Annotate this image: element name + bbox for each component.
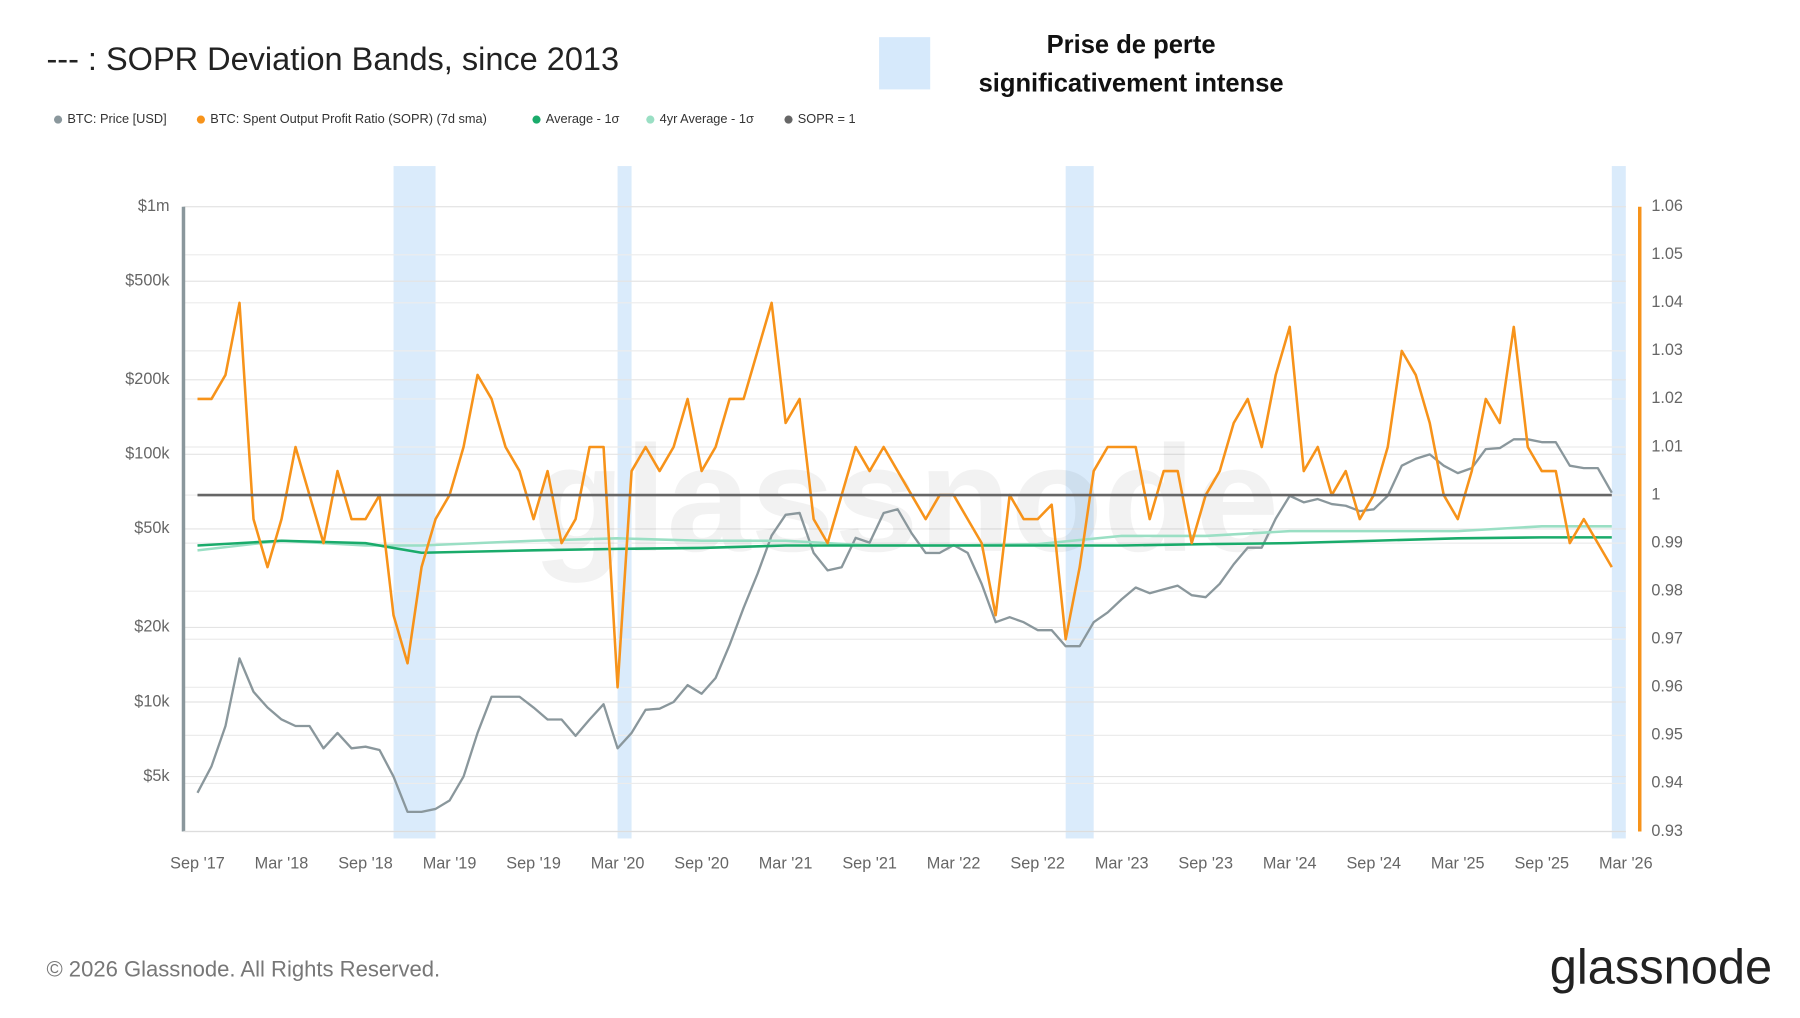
x-tick-label: Sep '24 xyxy=(1346,854,1401,872)
y2-tick-label: 1.02 xyxy=(1651,389,1683,407)
x-tick-label: Sep '23 xyxy=(1178,854,1233,872)
watermark: glassnode xyxy=(533,414,1280,583)
y2-tick-label: 0.99 xyxy=(1651,533,1683,551)
y-tick-label: $10k xyxy=(134,692,170,710)
legend-marker xyxy=(196,115,205,124)
x-tick-label: Mar '25 xyxy=(1431,854,1485,872)
highlight-legend-label: Prise de perte xyxy=(1047,31,1216,59)
legend-marker xyxy=(784,115,793,124)
y2-tick-label: 1.01 xyxy=(1651,437,1683,455)
x-tick-label: Mar '24 xyxy=(1263,854,1317,872)
y-tick-label: $20k xyxy=(134,618,170,636)
y-tick-label: $200k xyxy=(125,370,170,388)
legend-marker xyxy=(54,115,63,124)
footer: © 2026 Glassnode. All Rights Reserved. xyxy=(46,957,440,982)
x-tick-label: Sep '18 xyxy=(338,854,393,872)
x-tick-label: Mar '18 xyxy=(255,854,309,872)
x-tick-label: Sep '21 xyxy=(842,854,897,872)
y-tick-label: $5k xyxy=(143,767,170,785)
x-tick-label: Mar '22 xyxy=(927,854,981,872)
y2-tick-label: 1.06 xyxy=(1651,197,1683,215)
legend-label: 4yr Average - 1σ xyxy=(660,111,754,126)
y-tick-label: $500k xyxy=(125,272,170,290)
x-tick-label: Mar '21 xyxy=(759,854,813,872)
y2-tick-label: 1.05 xyxy=(1651,245,1683,263)
x-tick-label: Sep '19 xyxy=(506,854,561,872)
chart-title: --- : SOPR Deviation Bands, since 2013 xyxy=(46,41,619,77)
y2-tick-label: 1.04 xyxy=(1651,293,1683,311)
lines xyxy=(196,301,1613,814)
highlight-legend-label: significativement intense xyxy=(979,70,1284,98)
y-tick-label: $100k xyxy=(125,445,170,463)
axes: 0.93 0.94 0.95 0.96 0.97 0.98 0.99 1 1.01 1.02 1.0… xyxy=(125,197,1683,872)
y2-tick-label: 1.03 xyxy=(1651,341,1683,359)
x-tick-label: Sep '25 xyxy=(1514,854,1569,872)
y-tick-label: $50k xyxy=(134,519,170,537)
y2-tick-label: 0.96 xyxy=(1651,678,1683,696)
legend-label: Average - 1σ xyxy=(546,111,620,126)
legend-label: BTC: Price [USD] xyxy=(67,111,166,126)
legend-marker xyxy=(532,115,541,124)
legend: BTC: Price [USD] BTC: Spent Output Profit… xyxy=(54,111,856,126)
y2-tick-label: 0.94 xyxy=(1651,774,1683,792)
y2-tick-label: 0.98 xyxy=(1651,581,1683,599)
y2-tick-label: 0.97 xyxy=(1651,630,1683,648)
legend-marker xyxy=(646,115,655,124)
highlight-band xyxy=(393,166,436,839)
x-tick-label: Mar '20 xyxy=(591,854,645,872)
y-tick-label: $1m xyxy=(138,197,170,215)
x-tick-label: Mar '19 xyxy=(423,854,477,872)
x-tick-label: Sep '20 xyxy=(674,854,729,872)
logo: glassnode xyxy=(1550,941,1772,995)
highlight-band xyxy=(617,166,632,839)
y2-tick-label: 0.95 xyxy=(1651,726,1683,744)
series-line xyxy=(197,536,1612,555)
x-tick-label: Mar '23 xyxy=(1095,854,1149,872)
highlight-band xyxy=(1611,166,1626,839)
series-line xyxy=(196,438,1613,814)
x-tick-label: Mar '26 xyxy=(1599,854,1653,872)
x-tick-label: Sep '17 xyxy=(170,854,225,872)
legend-label: SOPR = 1 xyxy=(798,111,856,126)
x-tick-label: Sep '22 xyxy=(1010,854,1065,872)
legend-label: BTC: Spent Output Profit Ratio (SOPR) (7… xyxy=(210,111,487,126)
y2-tick-label: 0.93 xyxy=(1651,822,1683,840)
series-line xyxy=(197,301,1613,689)
y2-tick-label: 1 xyxy=(1651,485,1660,503)
highlight-legend-swatch xyxy=(879,37,931,90)
